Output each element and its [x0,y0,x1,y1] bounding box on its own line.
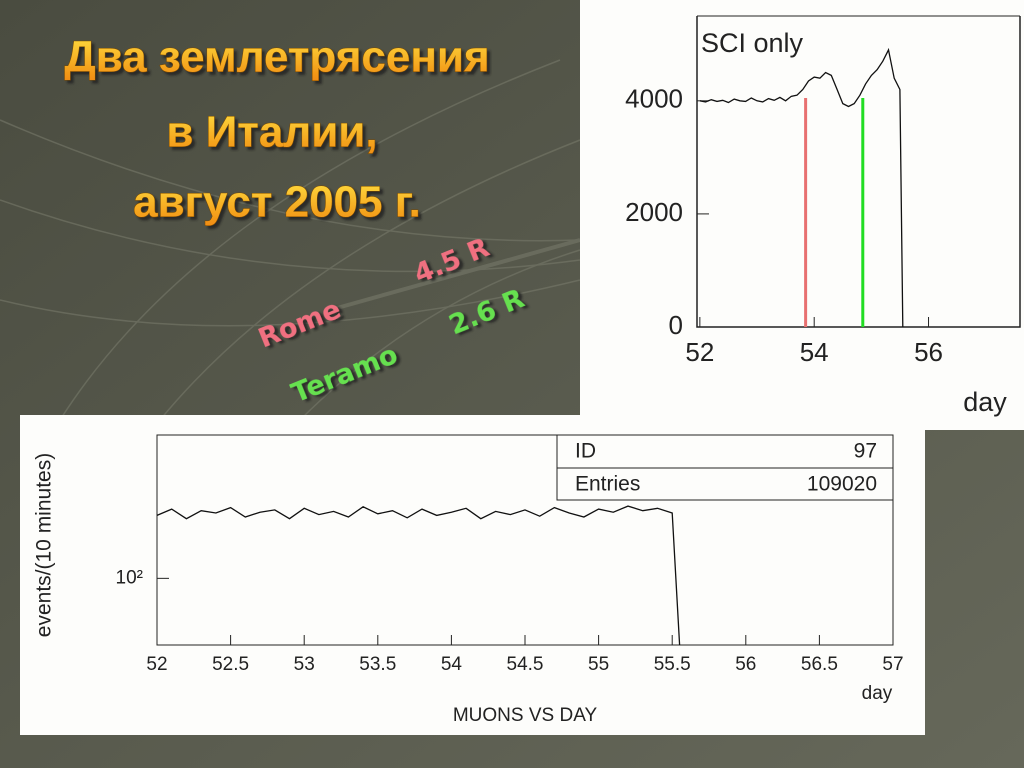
x-tick-label: 57 [882,654,903,675]
y-tick-label: 4000 [625,84,683,114]
stats-value: 109020 [807,473,877,496]
plot-frame [696,16,1021,328]
y-tick-label: 0 [669,310,683,340]
x-tick-label: 52 [685,337,714,367]
annotation: SCI only [701,28,804,58]
x-tick-label: 56 [735,654,756,675]
x-axis-label: day [862,683,893,704]
stats-key: Entries [575,473,640,496]
stats-key: ID [575,440,596,463]
slide-title: Два землетрясения [64,33,489,82]
data-line [156,505,681,646]
slide-title: август 2005 г. [133,178,421,227]
x-tick-label: 54 [441,654,463,675]
decoration [0,59,581,421]
y-tick-label: 10² [116,567,143,588]
y-tick-label: 2000 [625,197,683,227]
slide-title: в Италии, [166,108,377,157]
x-tick-label: 52 [146,654,167,675]
y-axis-label: events/(10 minutes) [33,453,56,637]
data-line [699,47,904,328]
x-tick-label: 56.5 [801,654,838,675]
x-axis-label: day [963,387,1007,417]
x-tick-label: 52.5 [212,654,249,675]
x-tick-label: 53 [294,654,315,675]
x-tick-label: 56 [914,337,943,367]
x-tick-label: 53.5 [359,654,396,675]
x-tick-label: 55.5 [654,654,691,675]
x-tick-label: 54 [800,337,829,367]
x-tick-label: 54.5 [507,654,544,675]
stats-value: 97 [854,440,877,463]
chart-title: MUONS VS DAY [453,705,598,726]
chart-panel [580,0,1024,430]
x-tick-label: 55 [588,654,609,675]
